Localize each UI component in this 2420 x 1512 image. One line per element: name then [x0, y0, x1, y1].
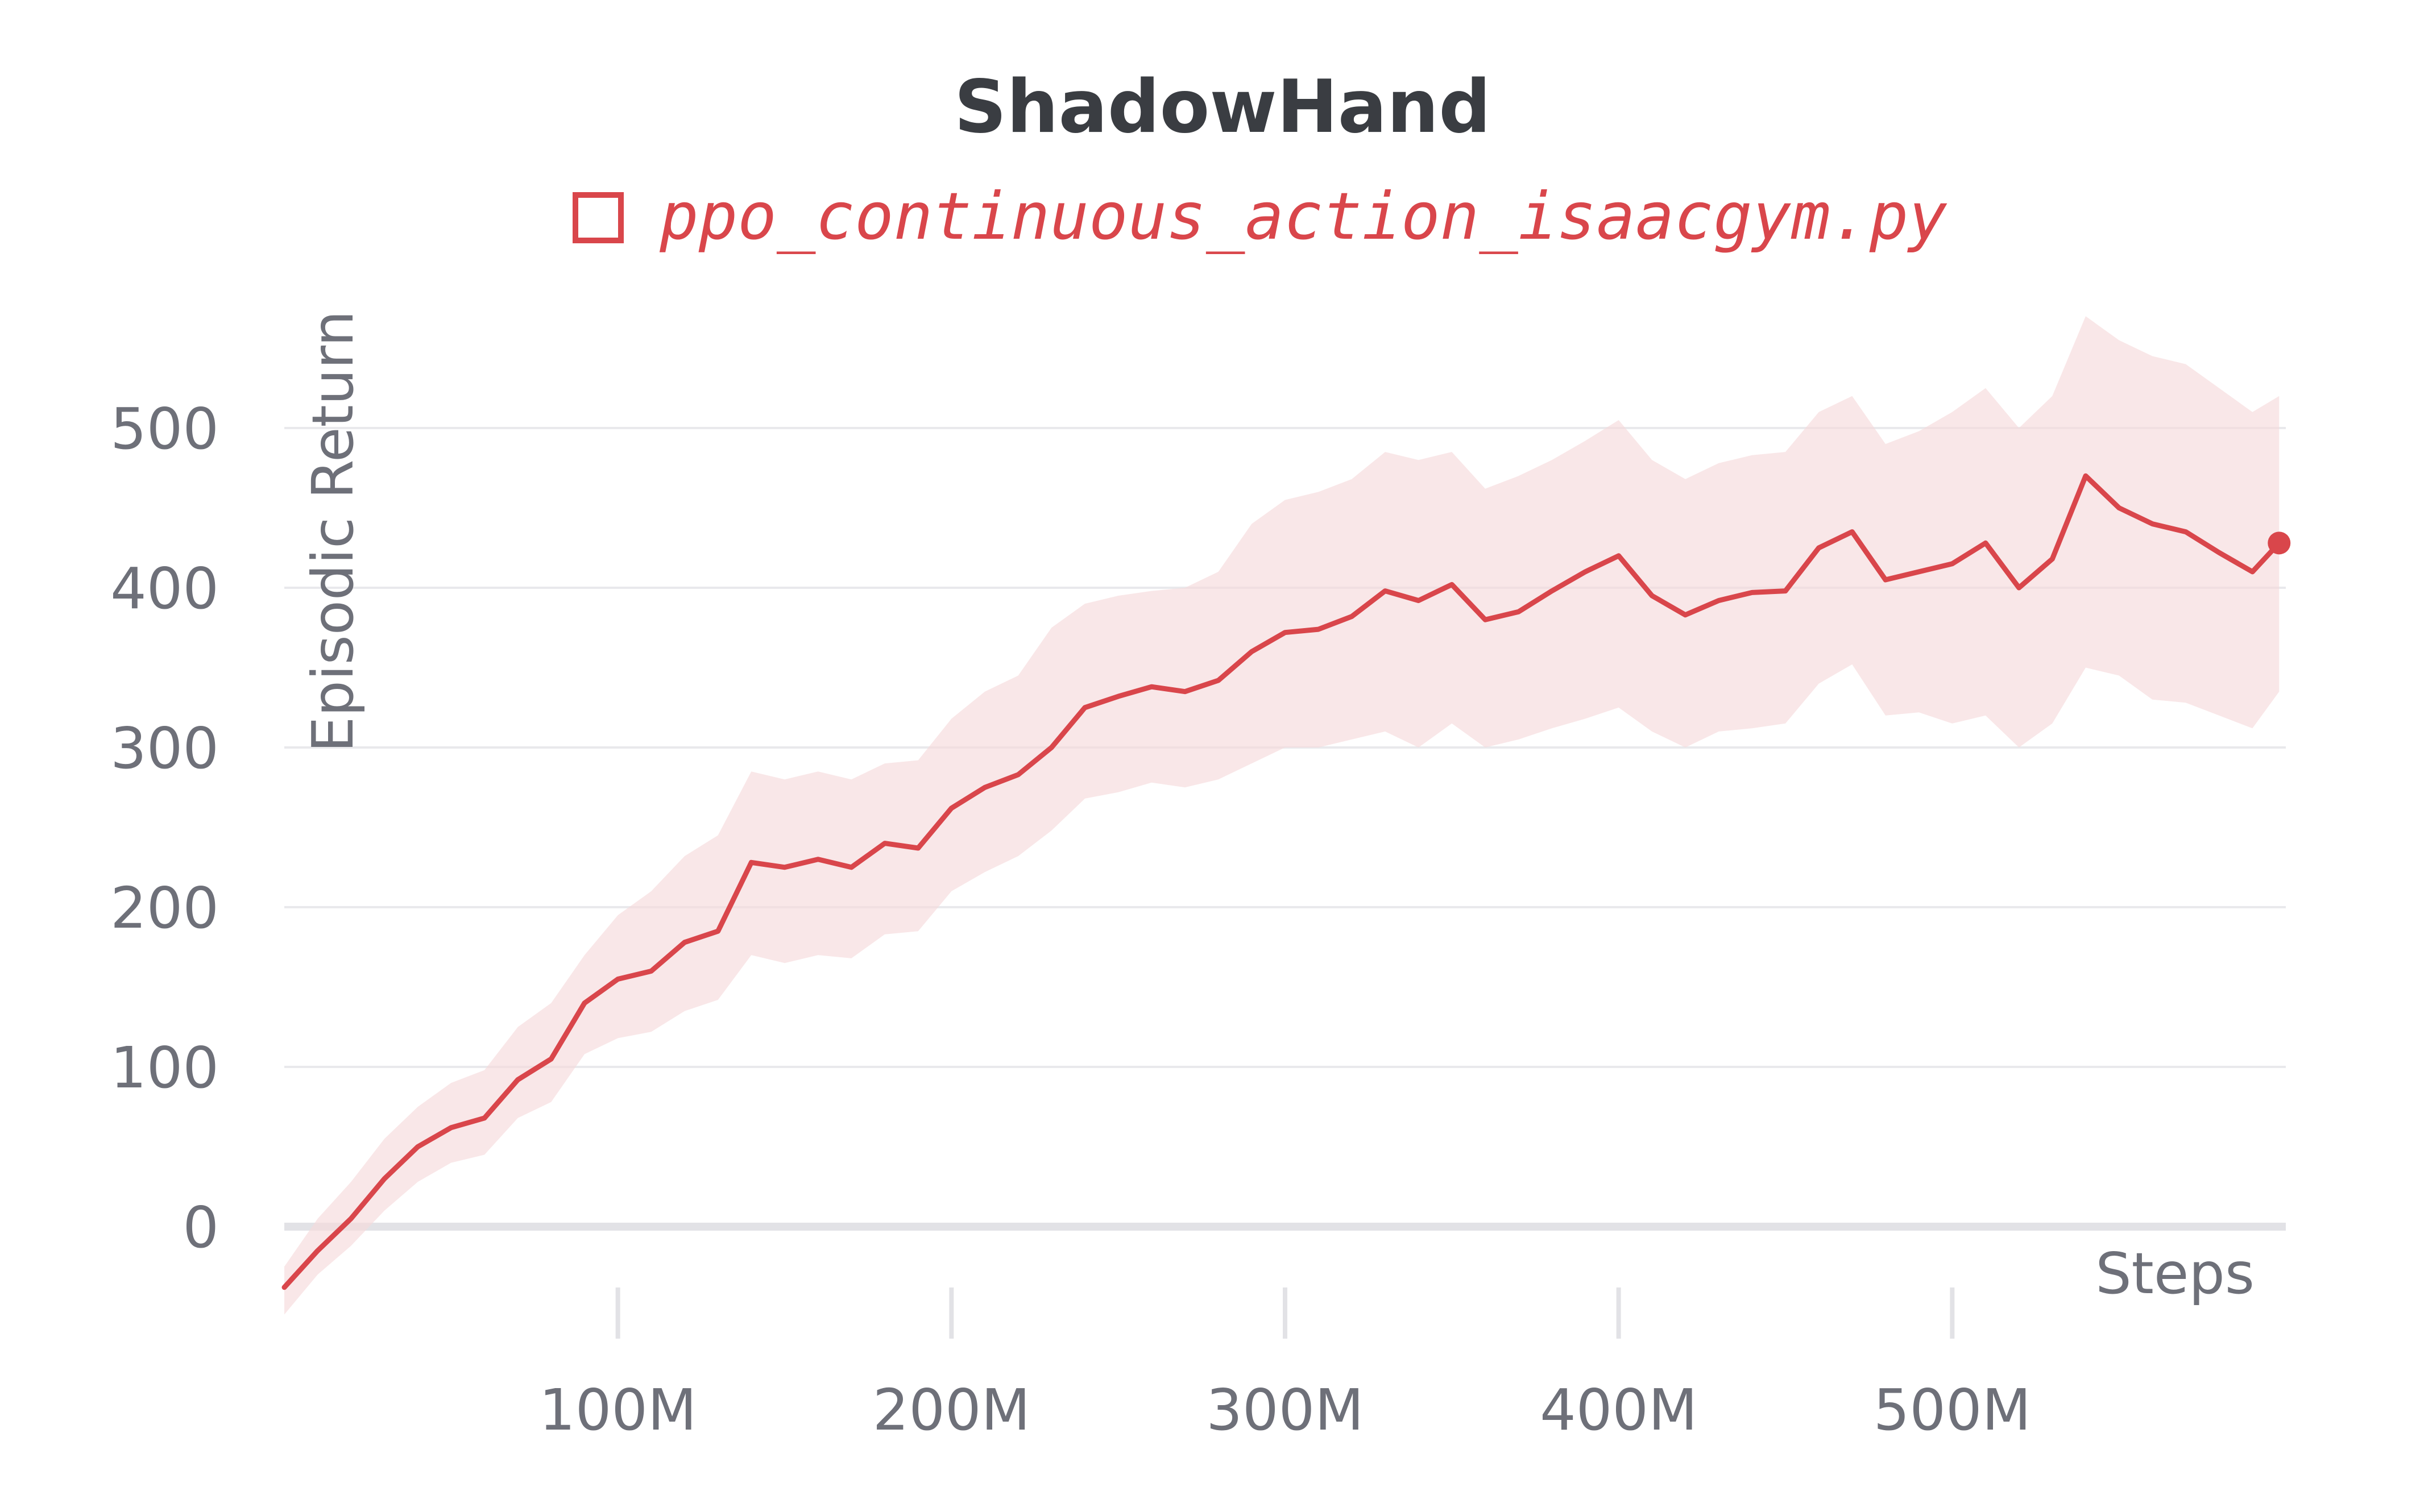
legend-swatch: [573, 192, 624, 243]
y-tick-label: 400: [110, 555, 219, 622]
x-tick-label: 100M: [539, 1377, 697, 1443]
chart-title: ShadowHand: [954, 65, 1491, 149]
series-line: [281, 473, 2291, 1290]
series-band: [284, 316, 2280, 1315]
y-tick-label: 500: [110, 396, 219, 462]
x-axis-label: Steps: [2095, 1240, 2255, 1307]
y-tick-label: 0: [183, 1194, 219, 1261]
x-tick-label: 400M: [1540, 1377, 1697, 1443]
x-ticks: 100M 200M 300M 400M 500M: [539, 1287, 2031, 1443]
y-tick-labels: 0 100 200 300 400 500: [110, 396, 219, 1261]
x-tick-label: 500M: [1874, 1377, 2031, 1443]
y-tick-label: 300: [110, 715, 219, 782]
y-axis-label: Episodic Return: [300, 310, 366, 753]
x-tick-label: 300M: [1206, 1377, 1364, 1443]
y-tick-label: 200: [110, 875, 219, 941]
x-tick-label: 200M: [873, 1377, 1030, 1443]
series-line-ppo: [281, 473, 2282, 1290]
series-end-point: [2268, 531, 2291, 555]
legend: ppo_continuous_action_isaacgym.py: [573, 178, 1947, 254]
confidence-band: [284, 316, 2280, 1315]
y-tick-label: 100: [110, 1035, 219, 1101]
legend-label: ppo_continuous_action_isaacgym.py: [659, 178, 1947, 254]
